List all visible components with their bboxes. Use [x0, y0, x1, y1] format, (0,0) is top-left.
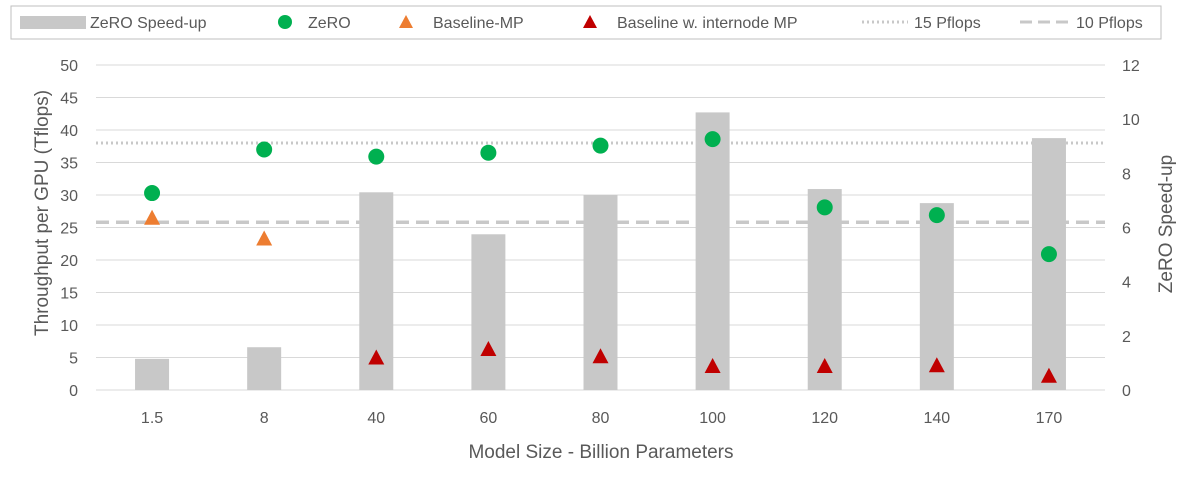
- marker-zero-120: [816, 199, 833, 216]
- y2-axis-ticks: 0 2 4 6 8 10 12: [1122, 58, 1140, 400]
- bar-zero-speed-up-170: [1031, 138, 1066, 390]
- legend-label-baseline-mp: Baseline-MP: [433, 15, 524, 32]
- y2-tick-label-4: 4: [1122, 275, 1131, 292]
- y2-tick-label-0: 0: [1122, 383, 1131, 400]
- y2-tick-label-8: 8: [1122, 166, 1131, 183]
- x-tick-label-80: 80: [592, 410, 610, 427]
- x-tick-label-8: 8: [260, 410, 269, 427]
- y-tick-label-30: 30: [60, 188, 78, 205]
- y-axis-title: Throughput per GPU (Tflops): [32, 90, 53, 336]
- marker-baseline-mp-1-5: [144, 209, 161, 225]
- y2-tick-label-10: 10: [1122, 112, 1140, 129]
- legend-label-zero: ZeRO: [308, 15, 351, 32]
- x-tick-label-100: 100: [699, 410, 726, 427]
- x-tick-label-170: 170: [1036, 410, 1063, 427]
- y-tick-label-45: 45: [60, 91, 78, 108]
- x-axis-title: Model Size - Billion Parameters: [468, 442, 733, 463]
- marker-zero-100: [704, 131, 721, 148]
- y-tick-label-40: 40: [60, 123, 78, 140]
- marker-zero-40: [368, 148, 385, 165]
- legend-label-15-pflops: 15 Pflops: [914, 15, 981, 32]
- legend-marker-baseline-internode: [583, 15, 597, 28]
- marker-zero-170: [1040, 246, 1057, 263]
- legend: ZeRO Speed-up ZeRO Baseline-MP Baseline …: [10, 5, 1162, 40]
- legend-item-15-pflops: 15 Pflops: [862, 15, 981, 32]
- marker-zero-80: [592, 137, 609, 154]
- y2-tick-label-2: 2: [1122, 329, 1131, 346]
- bar-zero-speed-up-1-5: [135, 358, 170, 390]
- x-tick-label-1-5: 1.5: [141, 410, 163, 427]
- marker-baseline-w-internode-mp-60: [480, 341, 497, 357]
- marker-baseline-w-internode-mp-80: [592, 348, 609, 364]
- legend-item-zero: ZeRO: [278, 15, 351, 32]
- legend-label-zero-speedup: ZeRO Speed-up: [90, 15, 207, 32]
- x-tick-label-120: 120: [811, 410, 838, 427]
- marker-baseline-w-internode-mp-120: [816, 357, 833, 373]
- y-tick-label-35: 35: [60, 156, 78, 173]
- x-tick-label-60: 60: [479, 410, 497, 427]
- bar-zero-speed-up-100: [695, 112, 730, 390]
- marker-baseline-w-internode-mp-40: [368, 349, 385, 365]
- x-tick-label-140: 140: [923, 410, 950, 427]
- y2-axis-title: ZeRO Speed-up: [1156, 155, 1177, 293]
- x-axis-ticks: 1.5 8 40 60 80 100 120 140 170: [141, 410, 1062, 427]
- legend-marker-zero: [278, 15, 292, 29]
- y-tick-label-5: 5: [69, 351, 78, 368]
- legend-label-baseline-internode: Baseline w. internode MP: [617, 15, 798, 32]
- legend-item-10-pflops: 10 Pflops: [1020, 15, 1143, 32]
- marker-zero-140: [928, 207, 945, 224]
- marker-zero-1-5: [144, 185, 161, 202]
- legend-swatch-zero-speedup: [20, 16, 86, 29]
- legend-marker-baseline-mp: [399, 15, 413, 28]
- marker-baseline-w-internode-mp-100: [704, 357, 721, 373]
- y-tick-label-15: 15: [60, 286, 78, 303]
- marker-baseline-w-internode-mp-140: [928, 357, 945, 373]
- marker-zero-60: [480, 144, 497, 161]
- marker-zero-8: [256, 141, 273, 158]
- y2-tick-label-6: 6: [1122, 221, 1131, 238]
- legend-item-zero-speedup: ZeRO Speed-up: [20, 15, 207, 32]
- x-tick-label-40: 40: [367, 410, 385, 427]
- y-axis-ticks: 0 5 10 15 20 25 30 35 40 45 50: [60, 58, 78, 400]
- y2-tick-label-12: 12: [1122, 58, 1140, 75]
- y-tick-label-0: 0: [69, 383, 78, 400]
- legend-label-10-pflops: 10 Pflops: [1076, 15, 1143, 32]
- marker-baseline-mp-8: [256, 230, 273, 246]
- y-tick-label-25: 25: [60, 221, 78, 238]
- bar-zero-speed-up-60: [471, 234, 506, 390]
- throughput-markers: [144, 131, 1057, 383]
- bar-zero-speed-up-120: [807, 189, 842, 390]
- legend-item-baseline-mp: Baseline-MP: [399, 15, 524, 32]
- bar-zero-speed-up-8: [247, 347, 282, 390]
- y-tick-label-20: 20: [60, 253, 78, 270]
- legend-item-baseline-internode: Baseline w. internode MP: [583, 15, 798, 32]
- y-tick-label-50: 50: [60, 58, 78, 75]
- y-tick-label-10: 10: [60, 318, 78, 335]
- marker-baseline-w-internode-mp-170: [1040, 367, 1057, 383]
